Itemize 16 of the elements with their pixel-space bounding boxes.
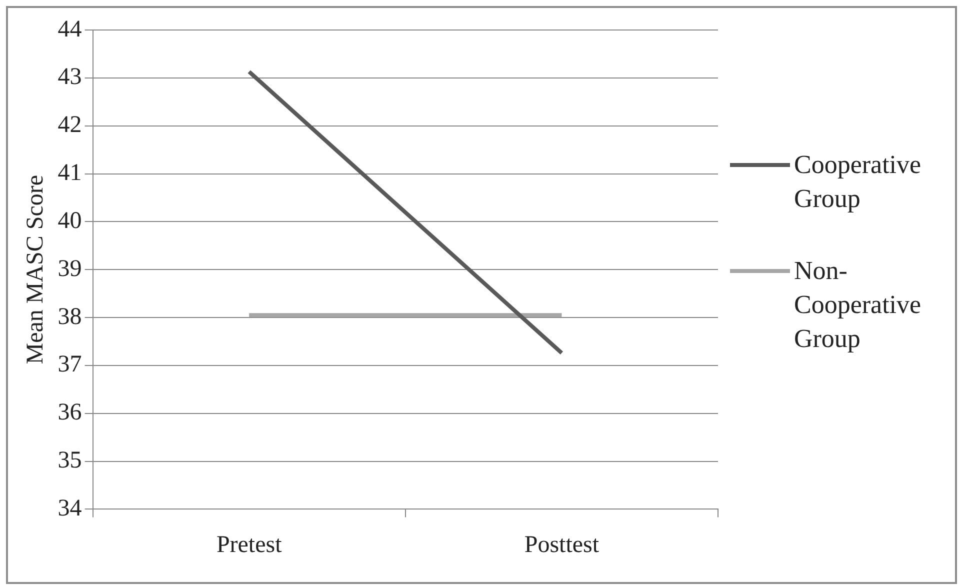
y-tick-label: 37 — [58, 352, 82, 378]
legend-label: Non-Cooperative Group — [794, 255, 922, 355]
y-axis-title: Mean MASC Score — [22, 174, 49, 364]
y-tick-label: 42 — [58, 112, 82, 138]
y-tick-label: 38 — [58, 304, 82, 330]
legend-label: Cooperative Group — [794, 149, 922, 215]
y-tick-label: 43 — [58, 64, 82, 90]
y-tick-label: 39 — [58, 256, 82, 282]
y-tick-label: 44 — [58, 16, 82, 42]
y-tick-label: 35 — [58, 448, 82, 474]
x-tick-label: Posttest — [524, 532, 600, 558]
x-tick-label: Pretest — [216, 532, 282, 558]
y-tick-label: 41 — [58, 160, 82, 186]
y-tick-label: 34 — [58, 495, 82, 522]
y-tick-label: 40 — [58, 208, 82, 234]
y-tick-label: 36 — [58, 400, 82, 426]
